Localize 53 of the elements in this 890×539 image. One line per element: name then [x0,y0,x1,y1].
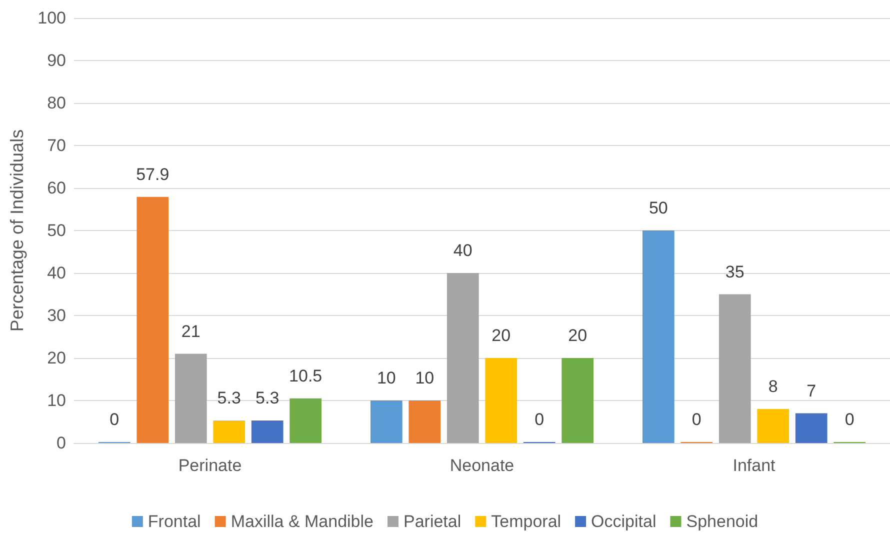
bar [213,420,246,443]
data-label: 10.5 [289,366,322,386]
bar [136,196,169,443]
x-tick-label: Neonate [450,456,514,475]
bar [485,358,518,443]
bar [562,358,594,443]
legend-label: Temporal [491,512,562,531]
bar [408,400,441,443]
y-axis-title: Percentage of Individuals [7,129,27,332]
data-label: 57.9 [136,164,170,184]
data-label: 20 [568,326,588,345]
data-label: 10 [376,368,396,388]
data-label: 20 [492,326,511,345]
y-tick-label: 60 [47,178,66,198]
y-tick-label: 80 [47,94,66,112]
legend-label: Frontal [148,512,201,531]
data-label: 0 [692,410,702,429]
y-tick-label: 0 [56,434,66,452]
data-label: 35 [725,262,744,282]
bar [446,273,479,443]
data-label: 40 [453,241,472,260]
bar [642,230,674,443]
data-label: 7 [806,381,816,400]
x-tick-label: Infant [732,456,776,475]
data-label: 0 [534,410,544,429]
y-tick-label: 20 [47,348,66,368]
data-label: 0 [844,410,854,429]
bar [370,400,402,443]
y-tick-label: 40 [47,264,66,282]
data-label: 8 [768,377,778,396]
bar [174,354,207,443]
y-tick-label: 10 [47,391,66,410]
y-tick-label: 50 [47,221,66,240]
y-tick-label: 30 [47,306,66,325]
bar [757,409,790,443]
legend-label: Sphenoid [686,512,758,531]
data-label: 10 [415,368,434,388]
data-label: 5.3 [256,388,280,408]
y-tick-label: 100 [38,8,66,28]
bar [290,398,322,443]
y-tick-label: 70 [47,136,66,155]
x-tick-label: Perinate [178,456,242,475]
data-label: 5.3 [217,388,241,408]
bar [718,294,751,443]
bar [795,413,828,443]
legend-label: Parietal [404,512,462,531]
data-label: 50 [648,198,668,218]
y-tick-label: 90 [47,51,66,70]
data-label: 0 [110,410,120,429]
bar [251,420,284,443]
data-label: 21 [181,322,200,341]
legend-label: Maxilla & Mandible [230,512,374,531]
legend-label: Occipital [591,512,656,531]
